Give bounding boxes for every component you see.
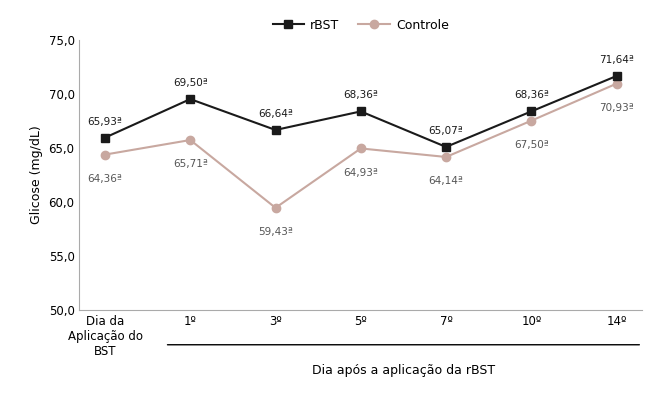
Text: Dia após a aplicação da rBST: Dia após a aplicação da rBST <box>312 364 495 377</box>
Text: 66,64ª: 66,64ª <box>258 109 293 119</box>
Y-axis label: Glicose (mg/dL): Glicose (mg/dL) <box>30 125 43 224</box>
Text: 64,36ª: 64,36ª <box>87 174 122 184</box>
Legend: rBST, Controle: rBST, Controle <box>268 13 453 37</box>
Text: 59,43ª: 59,43ª <box>258 227 293 237</box>
Text: 68,36ª: 68,36ª <box>514 90 549 100</box>
Text: 71,64ª: 71,64ª <box>599 55 634 65</box>
Text: 67,50ª: 67,50ª <box>514 140 549 150</box>
Text: 64,14ª: 64,14ª <box>428 176 463 187</box>
Text: 69,50ª: 69,50ª <box>173 78 208 88</box>
Text: 68,36ª: 68,36ª <box>344 90 378 100</box>
Text: 70,93ª: 70,93ª <box>599 103 634 113</box>
Text: 65,93ª: 65,93ª <box>87 117 122 127</box>
Text: 64,93ª: 64,93ª <box>344 168 378 178</box>
Text: 65,07ª: 65,07ª <box>429 126 463 136</box>
Text: 65,71ª: 65,71ª <box>173 160 208 170</box>
